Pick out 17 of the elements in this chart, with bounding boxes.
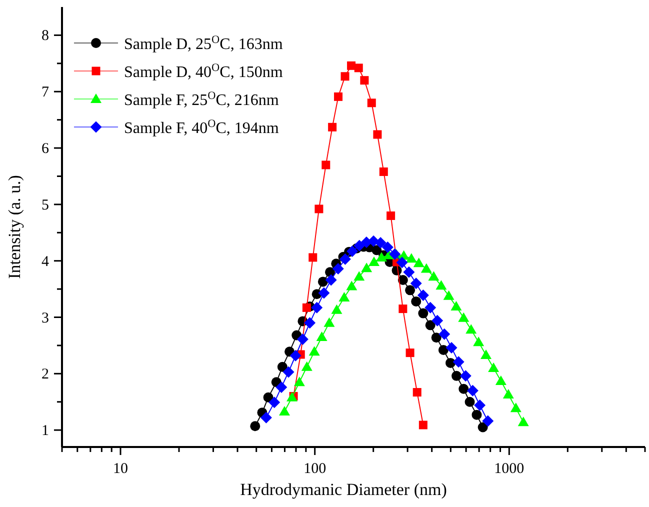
y-tick-label: 4 [42, 254, 50, 270]
x-tick-label: 1000 [494, 461, 524, 477]
y-tick-label: 3 [42, 310, 49, 326]
legend-label: Sample D, 25$^{O}$C, 163nm [124, 34, 284, 53]
y-axis-title: Intensity (a. u.) [5, 175, 24, 279]
legend-label: Sample D, 40$^{O}$C, 150nm [124, 62, 284, 81]
x-axis-title: Hydrodymanic Diameter (nm) [240, 480, 447, 499]
y-tick-label: 7 [42, 84, 50, 101]
x-tick-label: 100 [304, 461, 326, 477]
y-tick-label: 1 [42, 423, 49, 440]
y-tick-label: 5 [42, 197, 49, 214]
legend-label: Sample F, 40$^{O}$C, 194nm [124, 118, 280, 137]
x-tick-label: 10 [113, 461, 128, 477]
y-tick-label: 8 [42, 28, 49, 44]
y-tick-label: 2 [42, 366, 49, 383]
legend-label: Sample F, 25$^{O}$C, 216nm [124, 90, 280, 109]
y-tick-label: 6 [42, 141, 50, 158]
